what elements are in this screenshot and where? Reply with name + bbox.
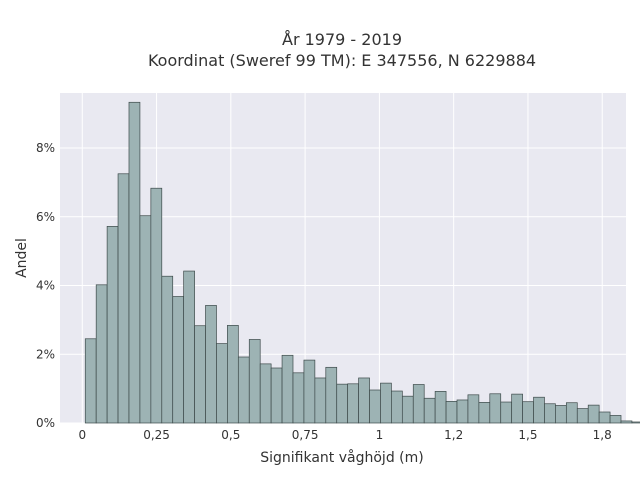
histogram-bar <box>325 366 338 424</box>
histogram-bar <box>500 401 513 424</box>
histogram-bar <box>84 338 97 424</box>
histogram-bar <box>292 372 305 424</box>
histogram-bar <box>620 420 633 424</box>
histogram-bar <box>194 325 206 424</box>
histogram-bar <box>150 187 163 424</box>
histogram-bar <box>423 397 436 424</box>
y-axis-ticks: 0% 2% 4% 6% 8% <box>36 141 55 430</box>
histogram-bar <box>106 226 119 424</box>
histogram-bar <box>565 402 578 424</box>
histogram-bar <box>434 391 447 424</box>
histogram-bar <box>511 393 523 424</box>
histogram-bar <box>281 354 294 424</box>
histogram-bar <box>478 402 491 424</box>
histogram-bar <box>95 284 108 424</box>
x-tick-label: 0 <box>78 428 86 442</box>
histogram-bar <box>609 415 622 424</box>
y-tick-label: 0% <box>36 416 55 430</box>
x-axis-label: Signifikant våghöjd (m) <box>260 449 423 466</box>
y-tick-label: 2% <box>36 347 55 361</box>
y-tick-label: 4% <box>36 279 55 293</box>
x-tick-label: 1 <box>376 428 384 442</box>
histogram-bar <box>216 343 228 424</box>
histogram-bar <box>445 400 458 424</box>
histogram-bar <box>544 403 556 424</box>
histogram-bar <box>522 401 534 424</box>
histogram-bar <box>336 383 349 424</box>
histogram-bar <box>489 393 502 424</box>
histogram-bar <box>467 394 480 424</box>
histogram-bar <box>259 363 272 424</box>
histogram-bar <box>369 389 381 424</box>
histogram-bar <box>314 377 327 424</box>
histogram-bar <box>270 367 283 424</box>
histogram-bar <box>303 359 316 424</box>
histogram-bars <box>84 101 640 424</box>
histogram-bar <box>248 339 261 424</box>
histogram-bar <box>183 270 195 424</box>
y-axis-label: Andel <box>14 238 30 278</box>
histogram-bar <box>358 377 370 424</box>
y-tick-label: 6% <box>36 210 55 224</box>
histogram-bar <box>139 215 152 424</box>
histogram-bar <box>161 275 174 424</box>
histogram-bar <box>587 404 600 424</box>
histogram-bar <box>576 408 589 424</box>
histogram-bar <box>128 101 141 424</box>
histogram-bar <box>412 384 425 424</box>
chart-title-line-1: År 1979 - 2019 <box>282 30 402 49</box>
histogram-bar <box>555 405 567 424</box>
x-tick-label: 0,25 <box>143 428 170 442</box>
chart-title-line-2: Koordinat (Sweref 99 TM): E 347556, N 62… <box>148 51 536 70</box>
histogram-bar <box>456 399 469 424</box>
histogram-bar <box>598 411 611 424</box>
histogram-bar <box>172 296 185 424</box>
histogram-bar <box>631 421 640 424</box>
histogram-bar <box>117 173 130 424</box>
x-tick-label: 1,2 <box>444 428 463 442</box>
x-tick-label: 1,8 <box>593 428 612 442</box>
histogram-bar <box>391 390 403 424</box>
y-tick-label: 8% <box>36 141 55 155</box>
histogram-bar <box>237 356 250 424</box>
histogram-bar <box>401 395 414 424</box>
histogram-bar <box>380 382 392 424</box>
x-tick-label: 1,5 <box>518 428 537 442</box>
histogram-bar <box>205 305 217 424</box>
histogram-bar <box>347 383 359 424</box>
histogram-bar <box>533 396 545 424</box>
histogram-bar <box>227 325 239 424</box>
x-tick-label: 0,75 <box>292 428 319 442</box>
x-axis-ticks: 0 0,25 0,5 0,75 1 1,2 1,5 1,8 <box>78 428 611 442</box>
x-tick-label: 0,5 <box>221 428 240 442</box>
